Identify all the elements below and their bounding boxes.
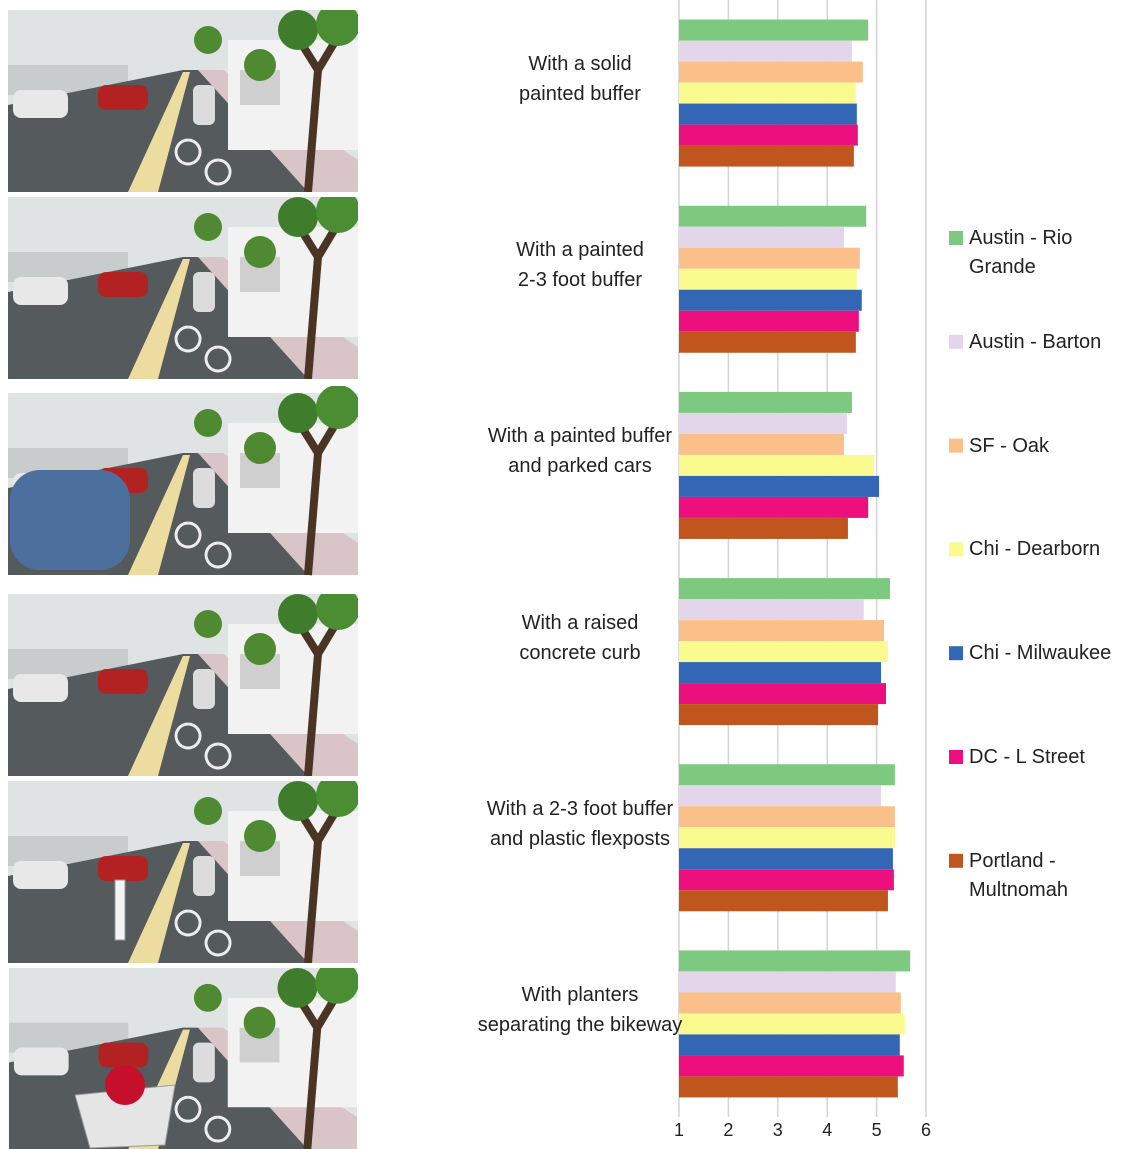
bar [679,1076,898,1098]
legend-label: Chi - Milwaukee [969,642,1112,665]
x-tick-label: 6 [921,1120,931,1140]
x-tick-label: 3 [773,1120,783,1140]
category-label: With a painted buffer and parked cars [487,425,673,478]
legend-swatch [949,646,963,661]
bar [679,950,911,972]
legend-label: Austin - Rio Grande [969,227,1073,278]
legend-label: DC - L Street [969,746,1085,768]
bar [679,124,858,146]
x-tick-label: 5 [872,1120,882,1140]
bar [679,145,854,167]
legend-swatch [949,334,963,349]
bar [679,1055,904,1077]
legend-label: SF - Oak [969,434,1050,457]
scene-image [8,586,360,776]
x-tick-label: 4 [822,1120,832,1140]
category-label: With a raised concrete curb [519,611,641,664]
bar [679,205,867,227]
x-tick-label: 2 [723,1120,733,1140]
legend-swatch [949,853,963,868]
category-label: With planters separating the bikeway [477,983,683,1036]
scene-image [9,960,359,1149]
category-label: With a painted 2-3 foot buffer [516,239,644,292]
x-tick-label: 1 [674,1120,684,1140]
legend-label: Austin - Barton [969,330,1102,353]
legend-swatch [949,231,963,245]
scene-image [8,2,360,192]
legend-swatch [949,542,963,557]
bar [679,869,894,891]
bar [679,890,888,912]
bar [679,578,890,600]
bar [679,704,879,726]
parked-car [10,470,130,570]
scene-image [8,773,360,963]
scene-image [8,189,360,379]
category-label: With a 2-3 foot buffer and plastic flexp… [486,797,674,850]
legend-swatch [949,438,963,453]
legend-label: Portland - Multnomah [969,849,1068,901]
flowers [105,1065,145,1105]
bar [679,310,859,332]
bar [679,391,852,413]
illustrations [0,0,370,1149]
bar [679,19,869,41]
bar [679,683,886,705]
legend-swatch [949,750,963,764]
bar [679,496,869,518]
bar [679,764,895,786]
bar [679,517,848,539]
legend-label: Chi - Dearborn [969,538,1101,561]
category-label: With a solid painted buffer [519,53,641,106]
bar [679,331,856,353]
flexpost [114,879,126,941]
